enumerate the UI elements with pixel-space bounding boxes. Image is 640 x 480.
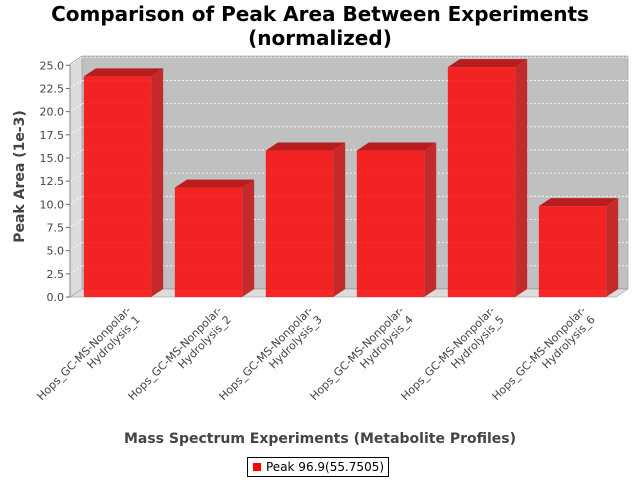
grid-line-side	[69, 219, 83, 228]
x-tick-label-line: Hops_GC-MS-Nonpolar-	[126, 304, 225, 403]
bar	[538, 198, 619, 297]
bar	[447, 59, 528, 297]
legend-swatch	[253, 463, 261, 471]
x-tick-label-line: Hops_GC-MS-Nonpolar-	[490, 304, 589, 403]
y-tick-label: 15.0	[40, 152, 65, 165]
x-tick-label-line: Hops_GC-MS-Nonpolar-	[399, 304, 498, 403]
chart-title-line-2: (normalized)	[248, 26, 392, 50]
bar-front	[538, 206, 607, 297]
bar-side	[424, 142, 437, 297]
bar-front	[174, 187, 243, 297]
y-tick-label: 7.5	[47, 221, 65, 234]
bar-top	[174, 179, 255, 188]
bar-front	[83, 76, 152, 298]
grid-line-side	[69, 103, 83, 112]
bar-top	[447, 59, 528, 68]
plot-side-wall	[69, 55, 83, 298]
bar-top	[356, 142, 437, 151]
x-tick-label-line: Hops_GC-MS-Nonpolar-	[35, 304, 134, 403]
grid-line-side	[69, 80, 83, 89]
x-tick-label: Hops_GC-MS-Nonpolar-Hydrolysis_6	[490, 304, 598, 412]
grid-line-side	[69, 126, 83, 136]
bar-top	[83, 68, 164, 77]
bar-top	[538, 198, 619, 207]
x-tick-label-line: Hops_GC-MS-Nonpolar-	[308, 304, 407, 403]
grid-line-side	[69, 242, 83, 251]
y-tick-label: 20.0	[40, 106, 65, 119]
bar-front	[447, 67, 516, 297]
y-tick-label: 22.5	[40, 82, 65, 95]
bar	[265, 142, 346, 297]
x-tick-label-line: Hops_GC-MS-Nonpolar-	[217, 304, 316, 403]
grid-line-side	[69, 195, 83, 205]
y-tick-label: 10.0	[40, 198, 65, 211]
bar-side	[333, 142, 346, 297]
chart-title: Comparison of Peak Area Between Experime…	[0, 2, 640, 50]
y-tick-label: 2.5	[47, 268, 65, 281]
y-tick-label: 17.5	[40, 129, 65, 142]
grid-line-side	[69, 172, 83, 182]
y-tick-label: 25.0	[40, 59, 65, 72]
legend-label: Peak 96.9(55.7505)	[266, 460, 385, 474]
legend: Peak 96.9(55.7505)	[247, 457, 389, 477]
bar	[356, 142, 437, 297]
x-axis-label: Mass Spectrum Experiments (Metabolite Pr…	[123, 431, 517, 447]
bar-front	[265, 150, 334, 297]
grid-line-side	[69, 56, 83, 66]
grid-line-side	[69, 149, 83, 159]
y-tick-label: 0.0	[47, 291, 65, 304]
chart-title-line-1: Comparison of Peak Area Between Experime…	[51, 2, 589, 26]
bar	[174, 179, 255, 297]
bar-top	[265, 142, 346, 151]
grid-line-side	[69, 265, 83, 275]
bar-side	[606, 198, 619, 297]
bar	[83, 68, 164, 298]
bar-side	[515, 59, 528, 297]
bar-side	[151, 68, 164, 298]
y-tick-label: 5.0	[47, 245, 65, 258]
bar-front	[356, 150, 425, 297]
bar-side	[242, 179, 255, 297]
y-tick-label: 12.5	[40, 175, 65, 188]
y-axis-label: Peak Area (1e-3)	[12, 110, 28, 243]
